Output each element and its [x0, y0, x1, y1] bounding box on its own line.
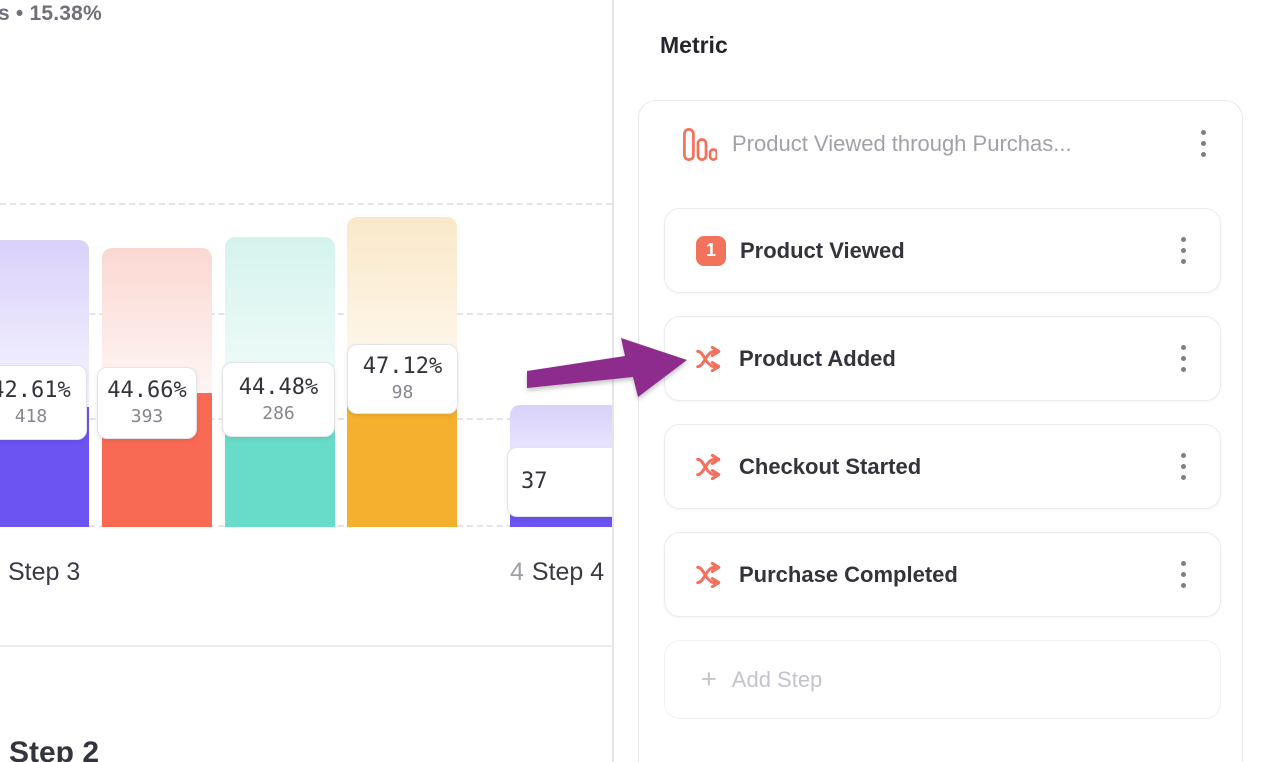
step-row-product-added[interactable]: Product Added	[664, 316, 1221, 401]
shuffle-icon	[696, 345, 726, 373]
metric-menu-button[interactable]	[1201, 130, 1206, 157]
conversion-pct: 44.66%	[107, 378, 187, 403]
bar-value-label: 37	[507, 447, 612, 517]
conversion-summary: s • 15.38%	[0, 2, 102, 25]
step-row-checkout-started[interactable]: Checkout Started	[664, 424, 1221, 509]
step-menu-button[interactable]	[1181, 237, 1186, 264]
step-number: 4	[510, 558, 524, 586]
step-menu-button[interactable]	[1181, 561, 1186, 588]
metric-panel: Metric Product Viewed through Purchas...…	[614, 0, 1264, 762]
conversion-count: 286	[262, 402, 295, 424]
step-label: Checkout Started	[739, 453, 922, 479]
bar-value-label: 44.66% 393	[97, 367, 197, 439]
panel-title: Metric	[660, 32, 728, 58]
step-menu-button[interactable]	[1181, 453, 1186, 480]
add-step-button[interactable]: + Add Step	[664, 640, 1221, 719]
step-label: Purchase Completed	[739, 561, 958, 587]
funnel-bars-icon	[683, 127, 717, 161]
x-axis: Step 3 4 Step 4	[0, 558, 612, 594]
plus-icon: +	[701, 664, 717, 694]
conversion-pct: 42.61%	[0, 377, 71, 403]
shuffle-icon	[696, 561, 726, 589]
metric-card-header[interactable]: Product Viewed through Purchas...	[639, 101, 1242, 187]
x-axis-label-step4: 4 Step 4	[510, 558, 604, 587]
add-step-label: Add Step	[731, 666, 823, 692]
step-row-product-viewed[interactable]: 1 Product Viewed	[664, 208, 1221, 293]
step-label-text: Step 4	[531, 558, 605, 586]
conversion-pct: 47.12%	[362, 354, 443, 379]
metric-card: Product Viewed through Purchas... 1 Prod…	[638, 100, 1243, 762]
step-menu-button[interactable]	[1181, 345, 1186, 372]
next-section-heading: Step 2	[9, 736, 100, 762]
gridline	[0, 203, 612, 205]
step-number-badge: 1	[696, 235, 726, 266]
section-divider	[0, 645, 612, 647]
x-axis-label-step3: Step 3	[8, 558, 80, 587]
conversion-pct: 44.48%	[238, 374, 319, 400]
bar-value-label: 42.61% 418	[0, 365, 87, 440]
metric-name: Product Viewed through Purchas...	[732, 131, 1072, 156]
conversion-count: 393	[130, 406, 164, 427]
step-label: Product Viewed	[740, 237, 905, 263]
shuffle-icon	[696, 453, 726, 481]
conversion-pct: 37	[521, 469, 548, 494]
funnel-chart: s • 15.38% 42.61% 418 44	[0, 0, 612, 762]
bar-value-label: 44.48% 286	[222, 362, 335, 437]
step-label: Product Added	[739, 345, 896, 371]
conversion-count: 98	[391, 382, 414, 403]
bar-value-label: 47.12% 98	[347, 344, 458, 414]
conversion-count: 418	[14, 405, 48, 427]
step-label-text: Step 3	[8, 558, 81, 586]
step-row-purchase-completed[interactable]: Purchase Completed	[664, 532, 1221, 617]
